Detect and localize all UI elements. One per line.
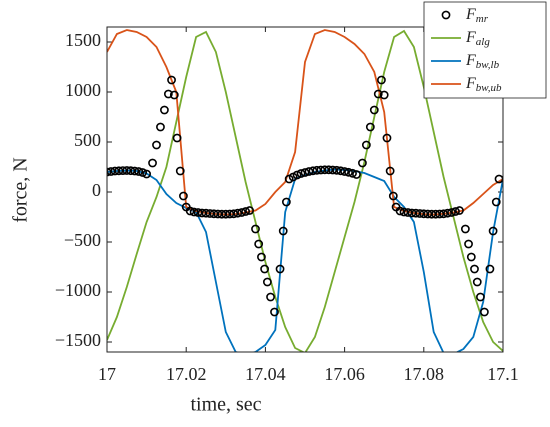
- marker: [270, 307, 279, 317]
- marker: [373, 89, 383, 99]
- marker: [470, 264, 479, 274]
- marker: [460, 224, 470, 234]
- marker: [233, 208, 243, 218]
- marker: [281, 197, 291, 207]
- marker: [134, 167, 144, 176]
- marker: [332, 165, 342, 175]
- marker: [352, 170, 361, 179]
- marker: [300, 168, 310, 177]
- marker: [385, 166, 395, 176]
- marker: [369, 105, 379, 115]
- marker: [237, 208, 247, 217]
- y-tick-label: 0: [92, 180, 101, 200]
- marker: [344, 167, 353, 177]
- marker: [266, 292, 275, 302]
- legend: Fmr Falg Fbw,lb Fbw,ub: [423, 1, 547, 99]
- marker: [455, 206, 464, 215]
- plot-frame: [106, 26, 504, 353]
- marker: [365, 122, 375, 132]
- marker: [382, 133, 392, 143]
- marker: [377, 75, 386, 85]
- plot-area: [107, 29, 503, 352]
- marker: [447, 208, 456, 217]
- legend-label: Fbw,ub: [465, 75, 502, 94]
- marker: [185, 206, 195, 216]
- x-tick-label: 17.02: [166, 364, 207, 384]
- marker: [189, 207, 199, 217]
- marker: [257, 252, 266, 262]
- marker: [175, 166, 185, 176]
- marker: [152, 140, 161, 150]
- marker: [476, 292, 485, 302]
- marker: [296, 169, 306, 178]
- marker: [278, 226, 288, 236]
- marker: [130, 166, 140, 176]
- marker: [479, 307, 489, 317]
- marker: [241, 207, 250, 216]
- legend-label: Falg: [465, 29, 490, 48]
- y-axis-label: force, N: [10, 157, 32, 223]
- marker: [251, 224, 260, 234]
- marker: [254, 239, 264, 249]
- marker: [169, 90, 179, 100]
- x-tick-label: 17.08: [404, 364, 445, 384]
- marker: [275, 264, 285, 274]
- legend-label: Fmr: [465, 6, 489, 25]
- marker: [156, 122, 165, 132]
- marker: [451, 207, 460, 216]
- marker: [148, 158, 157, 168]
- marker: [179, 191, 188, 201]
- marker: [443, 208, 452, 218]
- marker: [142, 169, 151, 179]
- marker: [167, 75, 176, 85]
- marker: [472, 277, 482, 287]
- marker: [229, 209, 239, 219]
- marker: [491, 197, 501, 207]
- y-tick-label: −1500: [55, 330, 101, 350]
- marker: [245, 206, 254, 215]
- marker: [379, 90, 389, 100]
- marker: [304, 167, 314, 176]
- line: [107, 168, 503, 352]
- marker: [163, 89, 173, 99]
- legend-label: Fbw,lb: [465, 52, 500, 71]
- marker: [262, 277, 272, 287]
- y-tick-label: 1000: [65, 80, 101, 100]
- marker: [488, 226, 498, 236]
- marker: [172, 133, 182, 143]
- marker: [464, 239, 473, 249]
- x-tick-label: 17.04: [245, 364, 286, 384]
- y-tick-label: 1500: [65, 30, 101, 50]
- x-tick-label: 17.1: [487, 364, 519, 384]
- x-tick-label: 17: [98, 364, 116, 384]
- y-tick-label: 500: [74, 130, 101, 150]
- marker: [399, 207, 409, 217]
- legend-marker: [441, 10, 451, 20]
- marker: [395, 206, 405, 216]
- marker: [439, 209, 448, 219]
- marker: [260, 264, 270, 274]
- x-tick-label: 17.06: [324, 364, 365, 384]
- marker: [336, 166, 346, 176]
- y-tick-label: −500: [64, 230, 101, 250]
- marker: [348, 168, 357, 178]
- marker: [485, 264, 495, 274]
- marker: [138, 168, 148, 177]
- marker: [358, 158, 367, 168]
- marker: [388, 191, 398, 201]
- marker: [466, 252, 476, 262]
- marker: [361, 140, 371, 150]
- y-tick-label: −1000: [55, 280, 101, 300]
- x-axis-label: time, sec: [190, 394, 261, 416]
- marker: [340, 167, 349, 176]
- marker: [160, 105, 169, 115]
- marker: [292, 170, 302, 180]
